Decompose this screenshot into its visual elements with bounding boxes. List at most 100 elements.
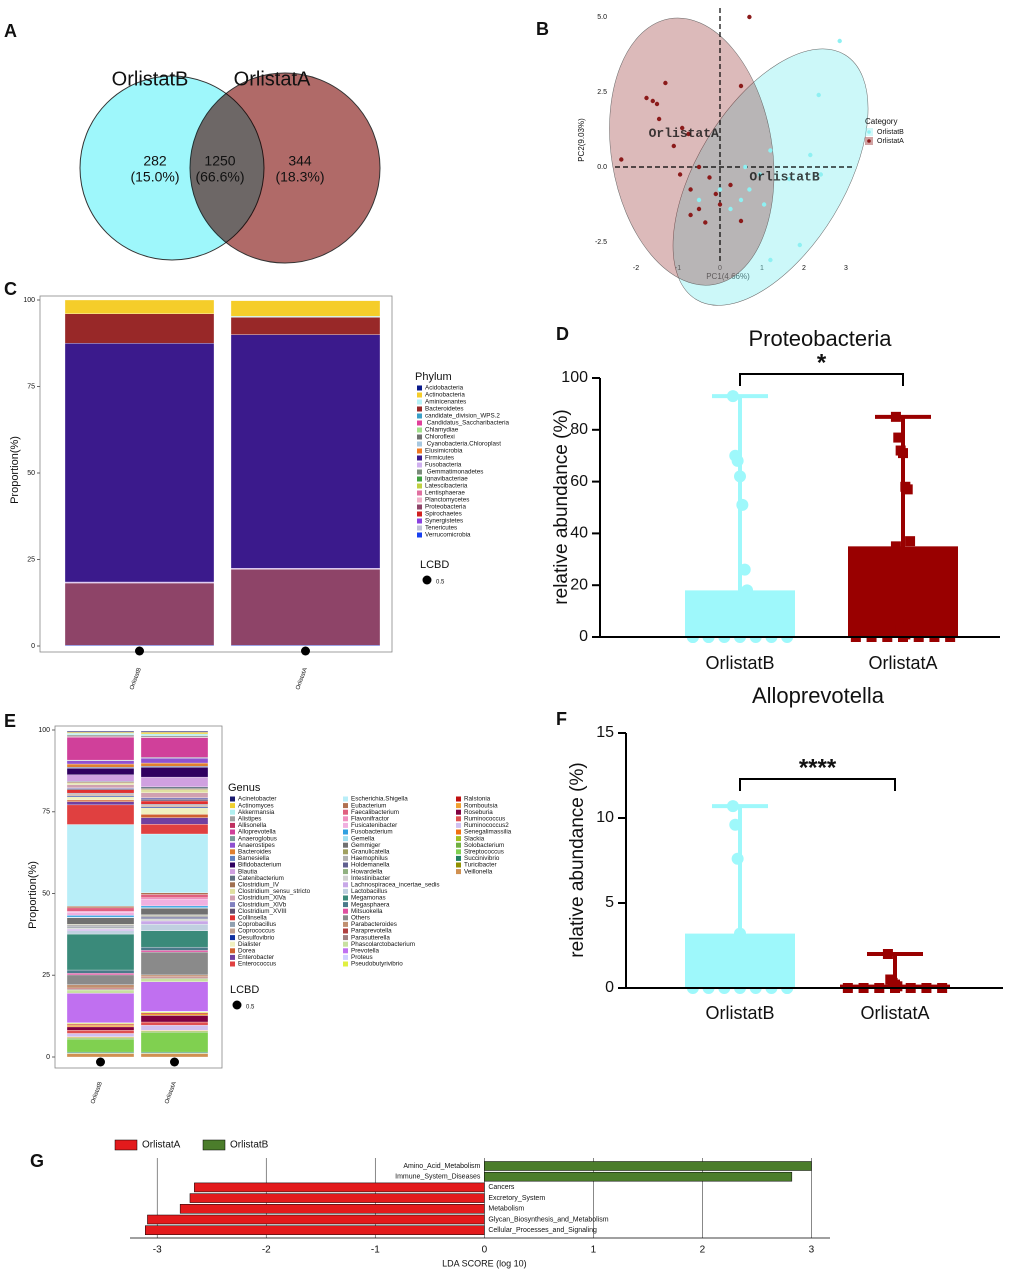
significance-label: * <box>817 349 827 376</box>
bar-segment <box>140 1021 209 1026</box>
legend-key <box>417 525 422 531</box>
y-tick-label: 25 <box>27 556 35 563</box>
bar-segment <box>66 784 135 789</box>
legend-key <box>202 1139 226 1151</box>
panel-label: C <box>4 279 17 299</box>
x-tick-label: 2 <box>700 1245 706 1256</box>
bar-segment <box>140 731 209 733</box>
point <box>680 125 685 131</box>
bar-segment <box>140 919 209 922</box>
x-tick-label: 1 <box>760 265 764 272</box>
x-axis-label: LDA SCORE (log 10) <box>442 1258 527 1268</box>
y-axis-label: relative abundance (%) <box>567 762 588 957</box>
legend-key <box>343 954 348 960</box>
point <box>768 148 773 153</box>
legend-label: Synergistetes <box>425 518 463 525</box>
point <box>818 172 823 177</box>
legend-title: Genus <box>228 782 261 794</box>
legend-key <box>343 921 348 927</box>
legend-label: candidate_division_WPS.2 <box>425 413 500 420</box>
plot-frame <box>39 295 393 653</box>
bar-segment <box>66 1038 135 1053</box>
venn-set <box>189 72 381 264</box>
legend-key <box>343 948 348 954</box>
legend-key <box>343 908 348 914</box>
point <box>734 927 746 940</box>
bar-segment <box>66 796 135 801</box>
point <box>747 14 752 20</box>
point <box>707 175 712 180</box>
bar-segment <box>230 568 381 570</box>
legend-key <box>417 455 422 461</box>
y-tick-label: 60 <box>570 473 588 490</box>
bar-segment <box>66 907 135 912</box>
panel-label: F <box>556 709 567 729</box>
legend-key <box>230 954 235 960</box>
bar-segment <box>66 793 135 796</box>
venn-count: 282 <box>143 153 167 169</box>
point <box>816 92 821 98</box>
point <box>677 172 683 177</box>
legend-key <box>230 855 235 861</box>
venn-percent: (18.3%) <box>275 169 324 185</box>
significance-label: **** <box>799 754 837 781</box>
bar-segment <box>140 792 209 798</box>
significance-bracket <box>739 373 904 386</box>
point <box>761 202 767 207</box>
bar-segment <box>66 989 135 994</box>
legend-key <box>230 935 235 941</box>
legend-label: Barnesiella <box>238 855 270 862</box>
lda-bar <box>147 1214 485 1225</box>
bar-segment <box>140 814 209 818</box>
y-tick-label: 40 <box>570 525 588 542</box>
legend-key <box>417 392 422 398</box>
point <box>743 164 748 170</box>
legend-key <box>230 948 235 954</box>
legend-label: Enterobacter <box>238 954 274 961</box>
legend-key <box>230 816 235 822</box>
legend-key <box>456 822 461 828</box>
bar-segment <box>140 1015 209 1023</box>
legend-key <box>417 427 422 433</box>
legend-label: Lentisphaerae <box>425 490 465 497</box>
y-tick-label: 100 <box>38 727 50 734</box>
legend-label: Desulfovibrio <box>238 934 275 941</box>
legend-label: Faecalibacterium <box>351 809 399 816</box>
bar-segment <box>140 1025 209 1031</box>
legend-label: Dorea <box>238 947 256 954</box>
legend-label: Succinivibrio <box>464 855 500 862</box>
panel-label: D <box>556 324 569 344</box>
point <box>893 619 904 630</box>
legend-key <box>230 842 235 848</box>
bar-segment <box>66 1025 135 1028</box>
legend-label: Megamonas <box>351 895 386 902</box>
legend-key <box>417 469 422 475</box>
bar-segment <box>140 833 209 893</box>
bar-segment <box>66 924 135 927</box>
bar-segment <box>66 984 135 989</box>
legend-key <box>230 908 235 914</box>
panel-label: B <box>536 19 549 39</box>
bar-segment <box>140 735 209 738</box>
point <box>738 563 751 576</box>
bar-segment <box>230 316 381 318</box>
bar-segment <box>140 786 209 789</box>
legend-key <box>417 399 422 405</box>
point <box>797 242 802 248</box>
legend-key <box>343 809 348 815</box>
lda-bar <box>484 1161 812 1171</box>
bar-segment <box>140 905 209 908</box>
legend-key <box>230 836 235 842</box>
bar-segment <box>66 799 135 802</box>
lda-bar <box>179 1204 485 1214</box>
point <box>741 584 754 597</box>
significance-bracket <box>739 778 896 791</box>
legend-label: Ruminococcus2 <box>464 822 509 829</box>
legend-label: Elusimicrobia <box>425 448 463 455</box>
point <box>688 187 693 192</box>
legend-label: Chloroflexi <box>425 434 455 441</box>
legend-label: Solobacterium <box>464 842 504 849</box>
bar-segment <box>66 930 135 935</box>
bar-segment <box>66 911 135 916</box>
